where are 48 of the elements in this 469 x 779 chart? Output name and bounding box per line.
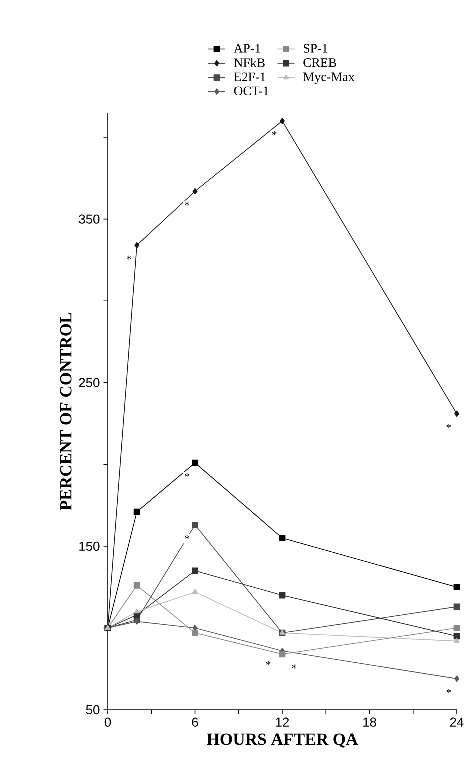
x-tick-label: 24 [450, 718, 464, 727]
point [192, 589, 198, 594]
point [454, 410, 460, 418]
y-tick-label: 50 [86, 705, 100, 715]
x-axis-title: HOURS AFTER QA [207, 734, 358, 748]
annotation: * [272, 132, 277, 136]
annotation: * [185, 473, 190, 478]
y-tick-label: 250 [79, 378, 100, 388]
legend-label: E2F-1 [234, 72, 266, 82]
point [192, 188, 198, 195]
point [454, 676, 460, 682]
point [134, 582, 140, 589]
x-tick-label: 12 [276, 718, 290, 727]
point [192, 568, 198, 574]
point [279, 592, 286, 599]
annotation: * [266, 661, 271, 666]
annotation: * [126, 256, 132, 260]
point [134, 242, 140, 249]
point [279, 535, 286, 542]
y-tick-label: 350 [79, 214, 100, 224]
legend-label: AP-1 [234, 44, 260, 53]
point [279, 651, 286, 658]
point [454, 638, 460, 644]
y-tick-label: 150 [80, 542, 100, 552]
point [192, 522, 198, 528]
annotation: * [446, 424, 452, 428]
point [454, 633, 460, 640]
legend-label: Myc-Max [303, 72, 355, 84]
annotation: * [185, 202, 190, 206]
y-axis-title: PERCENT OF CONTROL [60, 312, 72, 510]
legend-label: NFkB [234, 58, 265, 68]
x-tick-label: 18 [364, 718, 376, 727]
point [134, 608, 140, 614]
point [454, 584, 460, 591]
x-tick-label: 6 [192, 718, 198, 727]
legend-label: SP-1 [304, 44, 328, 53]
annotation: * [292, 664, 297, 669]
annotation: * [446, 689, 452, 694]
x-tick-label: 0 [104, 718, 112, 727]
point [192, 460, 198, 466]
point [454, 625, 460, 632]
point [280, 118, 285, 124]
legend-label: CREB [304, 58, 336, 68]
point [134, 508, 140, 516]
legend-label: OCT-1 [234, 86, 269, 96]
annotation: * [185, 536, 190, 540]
point [192, 630, 198, 636]
point [454, 604, 460, 610]
